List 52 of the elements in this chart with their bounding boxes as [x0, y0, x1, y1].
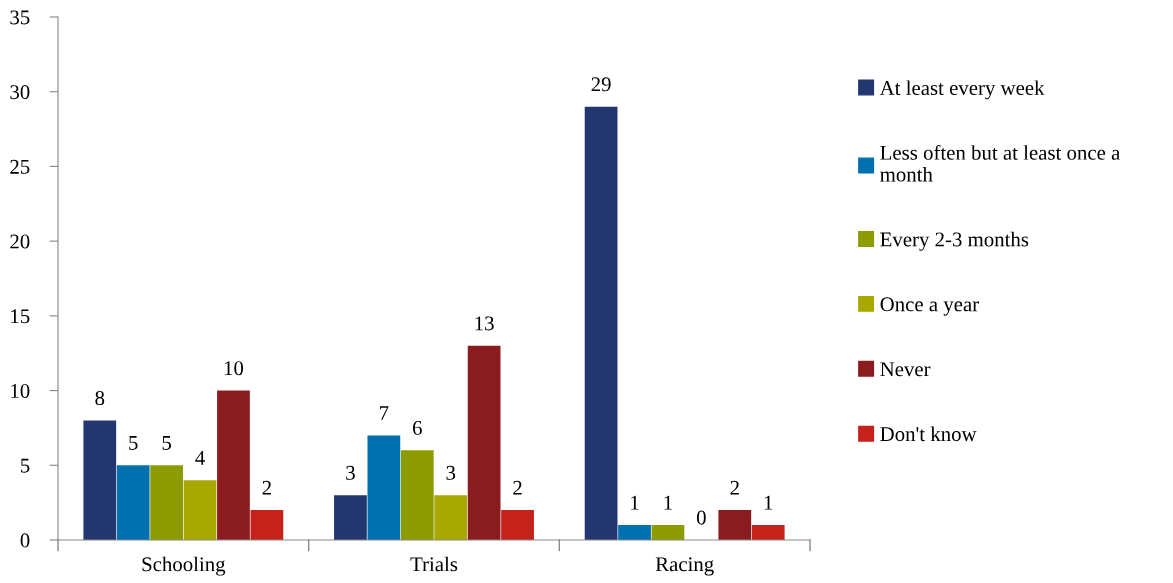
bar: [434, 495, 468, 540]
bar: [501, 510, 534, 540]
x-tick-label: Schooling: [142, 556, 226, 576]
y-tick-label: 30: [10, 85, 30, 100]
legend-label: Never: [880, 362, 931, 377]
bar: [83, 420, 117, 540]
legend-label: Once a year: [880, 297, 979, 316]
legend-label: At least every week: [879, 80, 1045, 100]
data-label: 5: [162, 436, 172, 450]
x-tick-label: Trials: [410, 556, 458, 572]
data-label: 8: [95, 391, 105, 406]
y-tick-label: 25: [10, 159, 30, 174]
data-label: 3: [346, 465, 355, 480]
data-label: 10: [224, 361, 244, 376]
y-tick-label: 5: [21, 458, 30, 473]
x-tick-label: Racing: [655, 557, 714, 576]
data-label: 1: [664, 495, 672, 510]
data-label: 2: [513, 480, 522, 495]
bar: [250, 510, 284, 540]
bar: [718, 510, 752, 540]
bar: [584, 106, 618, 540]
data-label: 3: [446, 465, 456, 480]
data-label: 6: [412, 421, 422, 435]
legend-label: Every 2-3 months: [880, 231, 1029, 251]
data-label: 5: [129, 436, 138, 450]
bar: [217, 390, 250, 540]
bar: [334, 495, 367, 540]
bar: [751, 525, 785, 540]
data-label: 7: [380, 406, 389, 420]
bar: [618, 525, 651, 540]
bar: [651, 525, 685, 540]
y-tick-label: 10: [11, 383, 30, 398]
y-tick-label: 35: [10, 10, 30, 25]
data-label: 2: [262, 480, 271, 495]
bar: [400, 450, 434, 540]
data-label: 13: [475, 316, 494, 331]
data-label: 2: [730, 480, 739, 495]
y-tick-label: 15: [11, 309, 30, 324]
data-label: 0: [696, 510, 706, 525]
legend-label: Less often but at least once a month: [880, 144, 1121, 182]
legend-label: Don't know: [880, 426, 977, 442]
y-tick-label: 20: [10, 234, 30, 249]
data-label: 1: [764, 495, 773, 510]
data-label: 29: [591, 77, 611, 92]
data-label: 1: [631, 495, 639, 510]
y-tick-label: 0: [20, 533, 30, 548]
bar: [116, 465, 150, 540]
bar: [183, 480, 217, 540]
bar: [467, 345, 501, 540]
bar: [367, 435, 401, 540]
bar: [150, 465, 183, 540]
data-label: 4: [195, 450, 205, 465]
